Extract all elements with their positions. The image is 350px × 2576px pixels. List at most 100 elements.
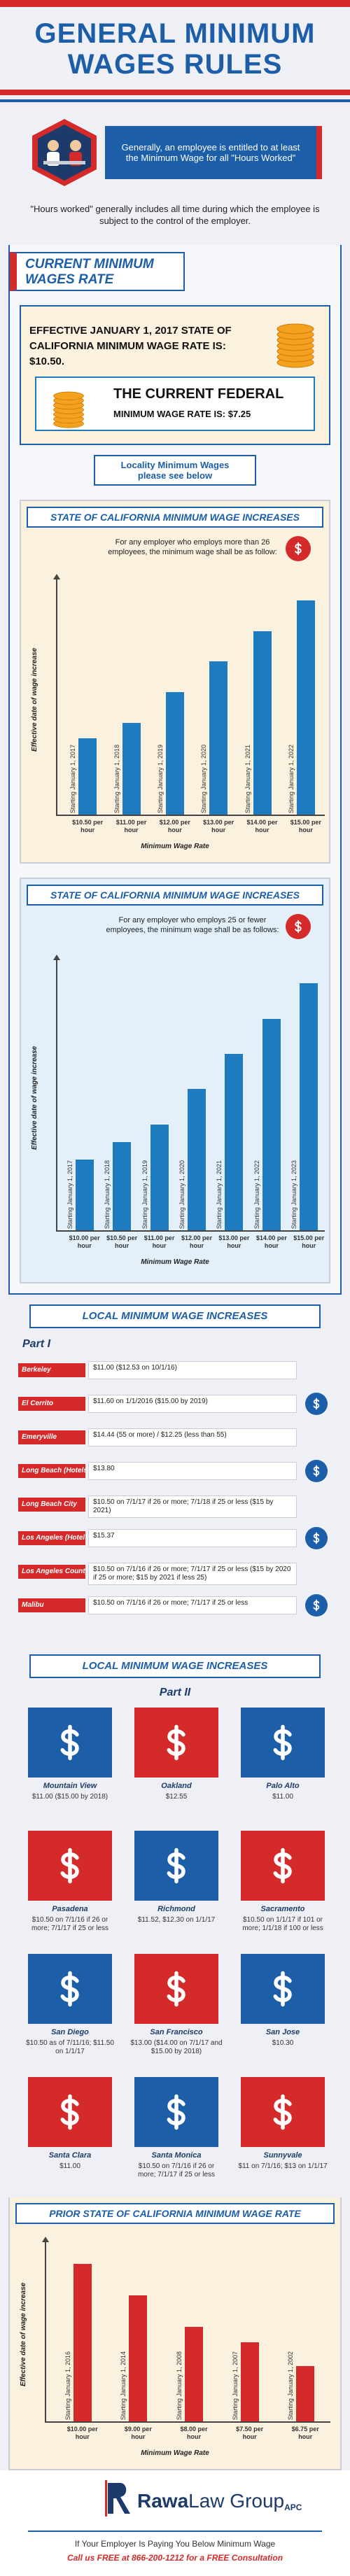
x-axis-label: Minimum Wage Rate bbox=[141, 2449, 209, 2457]
card-tile bbox=[28, 1831, 112, 1901]
dollar-icon bbox=[155, 2091, 197, 2133]
value-label: $9.00 per hour bbox=[124, 2426, 152, 2440]
intro: Generally, an employee is entitled to at… bbox=[0, 105, 350, 245]
category-label: Starting January 1, 2007 bbox=[231, 2351, 239, 2420]
section-heading: LOCAL MINIMUM WAGE INCREASES bbox=[29, 1304, 321, 1328]
part-label: Part I bbox=[22, 1338, 51, 1350]
category-label: Starting January 1, 2018 bbox=[104, 1160, 111, 1229]
city-wage: $11.52, $12.30 on 1/1/17 bbox=[137, 1916, 216, 1924]
wage-text: $11.60 on 1/1/2016 ($15.00 by 2019) bbox=[88, 1395, 297, 1413]
callout: Generally, an employee is entitled to at… bbox=[105, 126, 322, 179]
value-label: $15.00 per hour bbox=[293, 1234, 325, 1249]
bar bbox=[300, 983, 318, 1230]
wage-text: $10.50 on 7/1/16 if 26 or more; 7/1/17 i… bbox=[88, 1563, 297, 1585]
y-axis-label: Effective date of wage increase bbox=[31, 647, 38, 752]
federal-heading: THE CURRENT FEDERAL bbox=[113, 386, 284, 402]
chart-panel: STATE OF CALIFORNIA MINIMUM WAGE INCREAS… bbox=[20, 878, 330, 1283]
dollar-icon bbox=[49, 1845, 91, 1887]
card-tile bbox=[134, 2077, 218, 2147]
category-label: Starting January 1, 2016 bbox=[64, 2351, 71, 2420]
card-tile bbox=[241, 2077, 325, 2147]
value-label: $13.00 per hour bbox=[218, 1234, 250, 1249]
banner: CURRENT MINIMUM WAGES RATE bbox=[10, 252, 185, 291]
city-card: San Diego $10.50 as of 7/11/16; $11.50 on… bbox=[21, 1954, 119, 2077]
people-icon bbox=[286, 914, 311, 939]
value-label: $10.00 per hour bbox=[66, 2426, 98, 2440]
city-tag: El Cerrito bbox=[18, 1397, 85, 1411]
category-label: Starting January 1, 2014 bbox=[120, 2351, 127, 2420]
value-label: $11.00 per hour bbox=[144, 1234, 175, 1249]
category-label: Starting January 1, 2017 bbox=[69, 744, 77, 813]
city-tag: Los Angeles County bbox=[18, 1565, 85, 1579]
city-tag: Berkeley bbox=[18, 1363, 85, 1377]
dollar-icon bbox=[290, 919, 306, 934]
chart-subtitle: For any employer who employs more than 2… bbox=[108, 538, 277, 556]
dollar-icon bbox=[262, 1845, 304, 1887]
y-axis bbox=[56, 578, 57, 815]
local-part-2: LOCAL MINIMUM WAGE INCREASES Part II Mou… bbox=[8, 1645, 342, 2197]
card-tile bbox=[28, 1954, 112, 2024]
note: "Hours worked" generally includes all ti… bbox=[30, 204, 320, 226]
wage-row: El Cerrito $11.60 on 1/1/2016 ($15.00 by … bbox=[18, 1393, 332, 1416]
city-name: Santa Clara bbox=[48, 2151, 92, 2160]
value-label: $7.50 per hour bbox=[236, 2426, 264, 2440]
dollar-icon bbox=[49, 2091, 91, 2133]
city-tag: Long Beach (Hotels) bbox=[18, 1464, 85, 1478]
city-wage: $10.50 on 7/1/16 if 26 or more; 7/1/17 i… bbox=[137, 2162, 216, 2179]
bar bbox=[225, 1054, 244, 1230]
state-rate: EFFECTIVE JANUARY 1, 2017 STATE OF CALIF… bbox=[29, 325, 232, 367]
y-axis bbox=[45, 2241, 46, 2421]
wage-row: Emeryville $14.44 (55 or more) / $12.25 (… bbox=[18, 1426, 332, 1450]
value-label: $10.50 per hour bbox=[72, 819, 104, 833]
city-card: Palo Alto $11.00 bbox=[234, 1708, 332, 1831]
federal-box: THE CURRENT FEDERAL MINIMUM WAGE RATE IS… bbox=[35, 376, 315, 431]
wage-text: $10.50 on 7/1/17 if 26 or more; 7/1/18 i… bbox=[88, 1495, 297, 1518]
city-card: Santa Clara $11.00 bbox=[21, 2077, 119, 2197]
category-label: Starting January 1, 2021 bbox=[244, 744, 251, 813]
value-label: $10.00 per hour bbox=[69, 1234, 100, 1249]
city-card: San Jose $10.30 bbox=[234, 1954, 332, 2077]
brand-name: Law Group bbox=[188, 2490, 285, 2512]
wage-text: $11.00 ($12.53 on 10/1/16) bbox=[88, 1361, 297, 1379]
chart: Effective date of wage increase Minimum W… bbox=[21, 571, 329, 858]
city-card: San Francisco $13.00 ($14.00 on 7/1/17 an… bbox=[127, 1954, 225, 2077]
bar bbox=[262, 1018, 281, 1230]
value-label: $11.00 per hour bbox=[115, 819, 147, 833]
dollar-icon bbox=[155, 1722, 197, 1764]
category-label: Starting January 1, 2022 bbox=[287, 744, 295, 813]
city-tag: Malibu bbox=[18, 1598, 85, 1612]
y-axis-label: Effective date of wage increase bbox=[20, 2282, 27, 2387]
current-rates: CURRENT MINIMUM WAGES RATE EFFECTIVE JAN… bbox=[8, 245, 342, 1295]
card-tile bbox=[28, 2077, 112, 2147]
dollar-icon bbox=[309, 1397, 323, 1411]
city-card: Oakland $12.55 bbox=[127, 1708, 225, 1831]
section-heading: LOCAL MINIMUM WAGE INCREASES bbox=[29, 1654, 321, 1678]
city-wage: $10.30 bbox=[272, 2039, 294, 2047]
y-axis-label: Effective date of wage increase bbox=[31, 1046, 38, 1150]
value-label: $15.00 per hour bbox=[290, 819, 321, 833]
dollar-icon bbox=[49, 1722, 91, 1764]
x-axis-label: Minimum Wage Rate bbox=[141, 843, 209, 850]
city-wage: $12.55 bbox=[165, 1793, 188, 1801]
header: GENERAL MINIMUM WAGES RULES bbox=[0, 0, 350, 105]
city-wage: $10.50 on 1/1/17 if 101 or more; 1/1/18 … bbox=[242, 1916, 323, 1932]
city-name: San Francisco bbox=[150, 2028, 203, 2036]
dollar-icon bbox=[309, 1598, 323, 1612]
city-name: Oakland bbox=[161, 1782, 192, 1790]
dollar-icon bbox=[309, 1464, 323, 1478]
wage-text: $14.44 (55 or more) / $12.25 (less than … bbox=[88, 1428, 297, 1447]
card-tile bbox=[241, 1831, 325, 1901]
bar bbox=[113, 1142, 132, 1230]
dollar-badge bbox=[305, 1393, 328, 1415]
wage-row: Berkeley $11.00 ($12.53 on 10/1/16) bbox=[18, 1359, 332, 1383]
category-label: Starting January 1, 2008 bbox=[176, 2351, 183, 2420]
wage-row: Malibu $10.50 on 7/1/16 if 26 or more; 7/… bbox=[18, 1594, 332, 1618]
bar bbox=[150, 1124, 169, 1230]
category-label: Starting January 1, 2017 bbox=[66, 1160, 74, 1229]
category-label: Starting January 1, 2018 bbox=[113, 744, 120, 813]
footer-line: If Your Employer Is Paying You Below Min… bbox=[74, 2539, 276, 2549]
chart-subtitle: For any employer who employs 25 or fewer… bbox=[106, 916, 279, 934]
card-tile bbox=[134, 1831, 218, 1901]
coins bbox=[274, 312, 316, 368]
city-card: Mountain View $11.00 ($15.00 by 2018) bbox=[21, 1708, 119, 1831]
